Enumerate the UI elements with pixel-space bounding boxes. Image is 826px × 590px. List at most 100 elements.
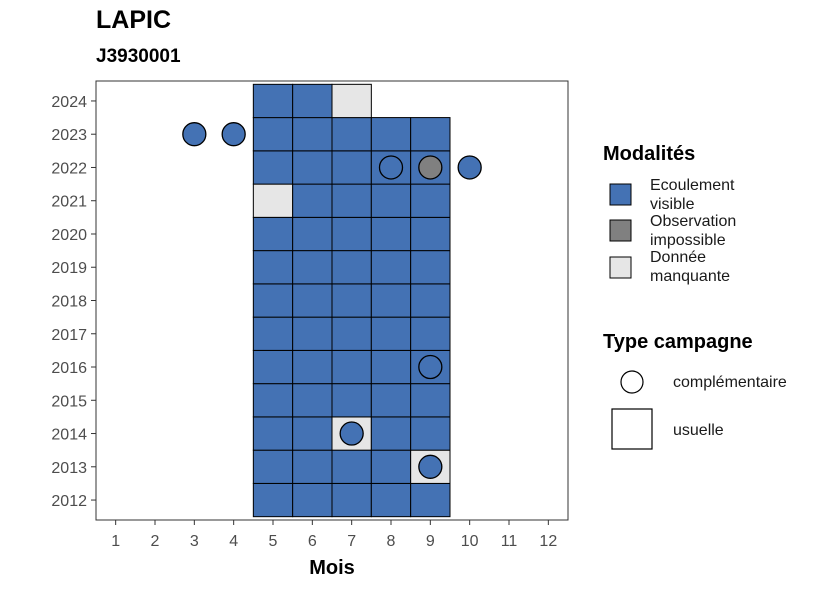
tile-2014-5 — [252, 416, 294, 451]
tile-2017-8 — [370, 316, 412, 351]
x-tick-label: 2 — [151, 533, 160, 550]
legend-label-line: Donnée — [650, 249, 707, 266]
tile-2017-6 — [292, 316, 333, 351]
x-tick-label: 6 — [308, 533, 317, 550]
tile-2021-8 — [370, 183, 412, 218]
tile-2017-7 — [331, 316, 372, 351]
tile-2012-8 — [370, 482, 412, 518]
tile-2019-7 — [331, 250, 372, 285]
point-2022-10 — [457, 155, 482, 180]
legend-label-donnee-manquante: Donnée manquante — [650, 248, 730, 286]
legend-label-complementaire: complémentaire — [673, 374, 787, 391]
point-2023-3 — [182, 122, 207, 147]
tile-2021-9 — [410, 183, 451, 218]
tile-2017-9 — [410, 316, 451, 351]
y-tick-label: 2021 — [51, 194, 87, 211]
point-2023-4 — [221, 122, 246, 147]
point-2014-7 — [339, 421, 364, 446]
y-tick-label: 2015 — [51, 393, 87, 410]
tile-2016-8 — [370, 349, 412, 385]
legend-label-observation-impossible: Observation impossible — [650, 212, 736, 250]
usual-campaign-tiles — [252, 83, 451, 518]
x-tick-label: 8 — [387, 533, 396, 550]
legend-label-ecoulement-visible: Ecoulement visible — [650, 176, 735, 214]
y-tick-label: 2017 — [51, 327, 87, 344]
tile-2013-6 — [292, 449, 333, 484]
tile-2020-7 — [331, 216, 372, 252]
tile-2016-6 — [292, 349, 333, 385]
chart-subtitle: J3930001 — [96, 46, 181, 67]
y-tick-label: 2016 — [51, 360, 87, 377]
x-tick-label: 1 — [111, 533, 120, 550]
y-tick-label: 2014 — [51, 427, 87, 444]
point-2022-8 — [378, 155, 404, 180]
tile-2015-9 — [410, 383, 451, 418]
x-tick-label: 9 — [426, 533, 435, 550]
y-tick-label: 2019 — [51, 260, 87, 277]
legend-label-line: impossible — [650, 232, 726, 249]
y-tick-label: 2023 — [51, 127, 87, 144]
tile-2020-6 — [292, 216, 333, 252]
tile-2023-7 — [331, 117, 372, 152]
tile-2012-5 — [252, 482, 294, 518]
tile-2020-8 — [370, 216, 412, 252]
tile-2014-8 — [370, 416, 412, 451]
legend-label-line: visible — [650, 196, 695, 213]
tile-2021-5 — [252, 183, 294, 218]
tile-2018-6 — [292, 283, 333, 318]
y-tick-label: 2013 — [51, 460, 87, 477]
tile-2012-6 — [292, 482, 333, 518]
point-2016-9 — [418, 354, 443, 380]
tile-2015-5 — [252, 383, 294, 418]
legend-label-line: manquante — [650, 268, 731, 285]
x-tick-label: 3 — [190, 533, 199, 550]
tile-2018-9 — [410, 283, 451, 318]
y-tick-label: 2022 — [51, 160, 87, 177]
tile-2015-6 — [292, 383, 333, 418]
tile-2014-6 — [292, 416, 333, 451]
tile-2014-9 — [410, 416, 451, 451]
x-tick-label: 11 — [501, 533, 518, 550]
tile-2023-8 — [370, 117, 412, 152]
y-tick-label: 2024 — [51, 94, 87, 111]
y-tick-label: 2018 — [51, 294, 87, 311]
y-axis: 2012 2013 2014 2015 2016 2017 2018 2019 2020 2021… — [51, 94, 96, 510]
x-axis-label: Mois — [309, 557, 355, 579]
x-tick-label: 7 — [347, 533, 356, 550]
tile-2024-6 — [292, 83, 333, 119]
tile-2013-8 — [370, 449, 412, 484]
tile-2012-9 — [410, 482, 451, 518]
tile-2019-6 — [292, 250, 333, 285]
y-tick-label: 2020 — [51, 227, 87, 244]
legend-modalites-title: Modalités — [603, 143, 696, 165]
tile-2021-7 — [331, 183, 372, 218]
tile-2016-7 — [331, 349, 372, 385]
tile-2015-8 — [370, 383, 412, 418]
legend-label-usuelle: usuelle — [673, 422, 724, 439]
tile-2012-7 — [331, 482, 372, 518]
tile-2018-5 — [252, 283, 294, 318]
tile-2023-6 — [292, 117, 333, 152]
tile-2022-5 — [252, 150, 294, 185]
legend-label-line: Observation — [650, 213, 737, 230]
tile-2013-5 — [252, 449, 294, 484]
chart-title: LAPIC — [96, 6, 171, 34]
tile-2020-9 — [410, 216, 451, 252]
complementary-campaign-points — [182, 122, 482, 479]
tile-2022-7 — [331, 150, 372, 185]
tile-2024-5 — [252, 83, 294, 119]
legend-type-title: Type campagne — [603, 331, 753, 353]
tile-2019-5 — [252, 250, 294, 285]
x-tick-label: 10 — [461, 533, 479, 550]
x-tick-label: 5 — [269, 533, 278, 550]
tile-2018-8 — [370, 283, 412, 318]
point-2013-9 — [418, 454, 443, 479]
tile-2016-5 — [252, 349, 294, 385]
x-axis: 1 2 3 4 5 6 7 8 9 10 11 12 — [111, 520, 557, 550]
tile-2017-5 — [252, 316, 294, 351]
tile-2015-7 — [331, 383, 372, 418]
tile-2013-7 — [331, 449, 372, 484]
legend-label-line: Ecoulement — [650, 177, 735, 194]
tile-2019-8 — [370, 250, 412, 285]
